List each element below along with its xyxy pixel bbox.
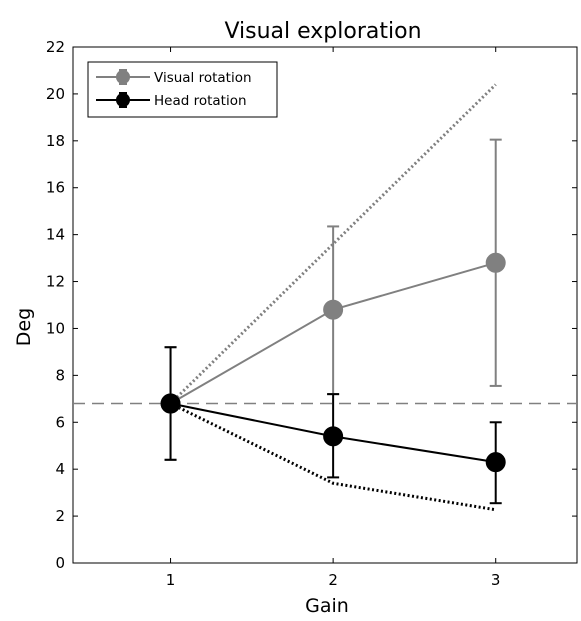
legend-label: Head rotation bbox=[154, 93, 247, 109]
data-point bbox=[323, 426, 344, 447]
y-tick-label: 12 bbox=[46, 273, 65, 291]
legend-label: Visual rotation bbox=[154, 70, 252, 86]
y-axis-label: Deg bbox=[13, 308, 35, 346]
data-point bbox=[485, 452, 506, 473]
plot-frame bbox=[72, 46, 578, 564]
data-point bbox=[485, 252, 506, 273]
reference-line-dotted bbox=[169, 402, 496, 512]
y-tick-label: 18 bbox=[46, 132, 65, 150]
y-tick-label: 0 bbox=[55, 554, 65, 572]
y-tick-label: 20 bbox=[46, 85, 65, 103]
y-tick-label: 16 bbox=[46, 179, 65, 197]
legend-marker bbox=[116, 70, 130, 84]
x-tick-label: 3 bbox=[491, 571, 501, 589]
chart-title: Visual exploration bbox=[224, 19, 421, 44]
y-tick-label: 6 bbox=[55, 413, 65, 431]
y-tick-label: 2 bbox=[55, 507, 65, 525]
y-tick-label: 4 bbox=[55, 460, 65, 478]
y-tick-label: 8 bbox=[55, 366, 65, 384]
x-tick-label: 1 bbox=[166, 571, 176, 589]
y-tick-label: 10 bbox=[46, 319, 65, 337]
x-axis-label: Gain bbox=[305, 595, 349, 617]
x-tick-label: 2 bbox=[328, 571, 338, 589]
legend-marker bbox=[116, 93, 130, 107]
reference-line-dotted bbox=[169, 83, 497, 405]
y-tick-label: 22 bbox=[46, 38, 65, 56]
data-point bbox=[160, 393, 181, 414]
y-tick-label: 14 bbox=[46, 226, 65, 244]
data-point bbox=[323, 299, 344, 320]
